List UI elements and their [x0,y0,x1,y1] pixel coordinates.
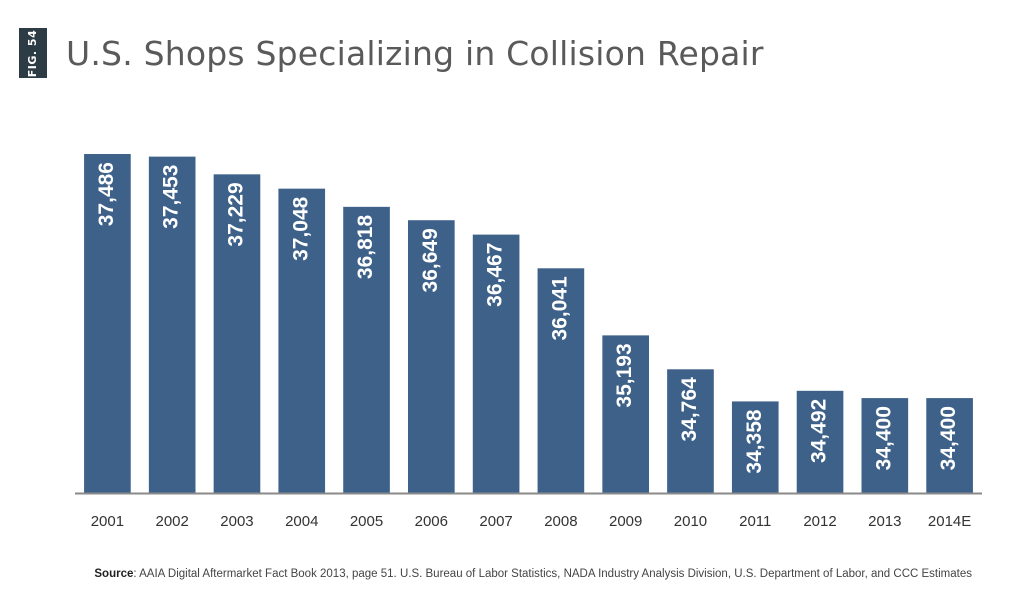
bar-2005 [343,206,390,493]
x-tick-label: 2003 [220,513,253,530]
bar-2012 [796,390,844,493]
source-label: Source [94,568,134,580]
bar-value-label: 37,453 [160,165,183,229]
x-tick-label: 2009 [609,513,642,530]
bar-value-label: 35,193 [613,343,636,407]
x-tick-label: 2004 [285,513,318,530]
bar-2014E [926,398,973,493]
x-tick-label: 2007 [479,513,512,530]
bar-labels-group: 37,486 37,453 37,229 37,048 36,818 36,649 36,4… [95,162,960,474]
x-tick-labels-group: 2001 2002 2003 2004 2005 2006 2007 2008 2009 2010… [91,513,972,530]
bar-2003 [213,174,261,494]
figure-badge: FIG. 54 [19,28,47,78]
x-tick-label: 2002 [155,513,188,530]
x-tick-label: 2001 [91,513,124,530]
x-tick-label: 2005 [350,513,383,530]
source-note: Source: AAIA Digital Aftermarket Fact Bo… [94,568,972,580]
source-text: : AAIA Digital Aftermarket Fact Book 201… [133,568,972,580]
bar-2006 [407,220,455,493]
bar-chart: 37,486 37,453 37,229 37,048 36,818 36,649 36,4… [75,154,982,530]
x-tick-label: 2010 [674,513,707,530]
bar-2007 [472,234,520,494]
bar-2001 [84,154,131,493]
bar-value-label: 34,358 [743,409,766,474]
bar-value-label: 34,492 [808,399,831,463]
bar-value-label: 36,818 [354,215,377,280]
bar-2011 [731,401,779,493]
bars-group [84,154,973,494]
bar-2002 [148,156,196,494]
bar-value-label: 37,048 [289,196,312,261]
chart-title: U.S. Shops Specializing in Collision Rep… [66,34,764,73]
bar-value-label: 34,764 [678,377,701,442]
x-tick-label: 2014E [928,513,971,530]
bar-value-label: 34,400 [937,406,960,470]
bar-2013 [861,398,909,493]
x-tick-label: 2012 [803,513,836,530]
bar-value-label: 36,649 [419,228,442,292]
bar-value-label: 36,467 [484,243,507,307]
bar-value-label: 36,041 [548,276,571,341]
x-tick-label: 2006 [415,513,448,530]
bar-2009 [602,335,650,493]
bar-value-label: 34,400 [872,406,895,470]
bar-2008 [537,268,585,493]
bar-value-label: 37,486 [95,162,118,226]
bar-2010 [667,369,714,493]
bar-2004 [278,188,326,493]
x-tick-label: 2008 [544,513,577,530]
x-tick-label: 2011 [739,513,771,530]
x-tick-label: 2013 [868,513,901,530]
bar-value-label: 37,229 [225,182,248,246]
